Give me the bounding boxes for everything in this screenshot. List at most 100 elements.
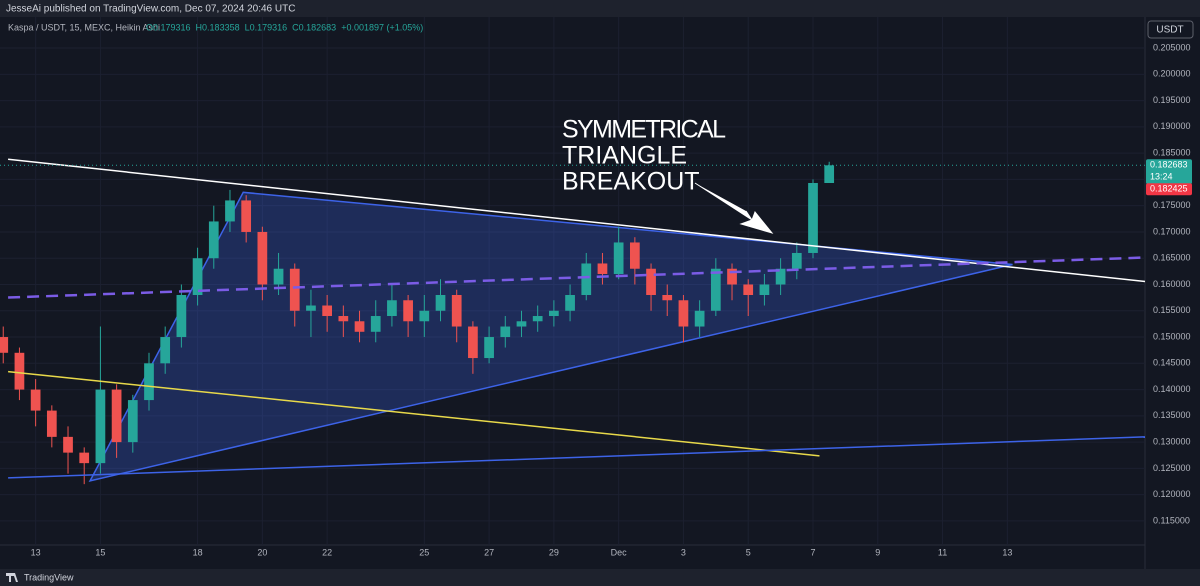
x-tick-label: 25: [419, 547, 429, 557]
y-tick-label: 0.145000: [1153, 358, 1191, 368]
header-ohlc: L0.179316: [245, 22, 288, 32]
y-tick-label: 0.160000: [1153, 279, 1191, 289]
prev-price: 0.182425: [1150, 184, 1188, 194]
candle-body: [30, 389, 41, 411]
candle-body: [370, 316, 381, 332]
y-tick-label: 0.170000: [1153, 226, 1191, 236]
candle-body: [241, 200, 252, 232]
y-tick-label: 0.185000: [1153, 148, 1191, 158]
candle-body: [419, 310, 430, 322]
candle-body: [208, 221, 219, 259]
y-tick-label: 0.135000: [1153, 410, 1191, 420]
header-ohlc: +0.001897 (+1.05%): [341, 22, 423, 32]
candle-body: [662, 295, 673, 301]
candle-body: [273, 268, 284, 285]
candle-body: [46, 410, 57, 437]
symbol: Kaspa / USDT, 15, MEXC, Heikin Ashi: [8, 22, 160, 32]
candle-body: [160, 337, 171, 364]
candle-body: [759, 284, 770, 296]
y-tick-label: 0.190000: [1153, 121, 1191, 131]
y-tick-label: 0.155000: [1153, 305, 1191, 315]
candle-body: [127, 400, 138, 443]
candle-body: [516, 321, 527, 327]
x-tick-label: 5: [746, 547, 751, 557]
y-tick-label: 0.120000: [1153, 489, 1191, 499]
y-tick-label: 0.150000: [1153, 331, 1191, 341]
candle-body: [549, 310, 559, 317]
annotation-arrow: [694, 182, 774, 234]
annotation: SYMMETRICAL: [562, 116, 726, 144]
y-tick-label: 0.175000: [1153, 200, 1191, 210]
bottom-bar: [0, 569, 1200, 586]
trend-line: [8, 436, 1146, 479]
trend-line: [8, 370, 820, 457]
x-tick-label: 18: [193, 547, 203, 557]
price-tag: [1146, 183, 1192, 196]
candle-body: [451, 295, 462, 327]
candle-body: [710, 268, 721, 311]
candle-body: [387, 300, 397, 317]
candle-body: [678, 300, 689, 327]
candle-body: [629, 242, 640, 269]
candle-body: [597, 263, 608, 274]
brand-logo: [6, 573, 18, 582]
candle-body: [532, 316, 543, 322]
trend-line: [8, 158, 1146, 283]
candle-body: [775, 268, 786, 285]
candle-body: [306, 305, 316, 311]
candle-body: [694, 310, 705, 327]
published: JesseAi published on TradingView.com, De…: [6, 4, 295, 15]
candle-body: [225, 200, 235, 222]
y-tick-label: 0.205000: [1153, 42, 1191, 52]
candle-body: [613, 242, 624, 274]
candle-body: [257, 231, 268, 285]
candle-body: [435, 295, 446, 311]
y-tick-label: 0.195000: [1153, 95, 1191, 105]
x-tick-label: 13: [31, 547, 41, 557]
currency-box[interactable]: [1147, 20, 1194, 39]
x-tick-label: 13: [1002, 547, 1012, 557]
x-tick-label: 7: [810, 547, 815, 557]
currency[interactable]: USDT: [1156, 25, 1183, 36]
header-ohlc: O0.179316: [146, 22, 191, 32]
candle-body: [565, 295, 575, 311]
candle-body: [79, 452, 90, 464]
brand: TradingView: [24, 572, 74, 582]
y-tick-label: 0.140000: [1153, 384, 1191, 394]
candle-body: [727, 268, 737, 285]
header-ohlc: H0.183358: [196, 22, 240, 32]
y-tick-label: 0.125000: [1153, 463, 1191, 473]
annotation: BREAKOUT: [562, 168, 700, 196]
y-tick-label: 0.115000: [1153, 515, 1190, 525]
x-tick-label: 29: [549, 547, 559, 557]
candle-body: [646, 268, 656, 296]
candle-body: [468, 326, 478, 359]
candle-body: [338, 316, 349, 322]
candle-body: [176, 295, 187, 338]
candle-body: [484, 337, 494, 359]
candle-body: [824, 165, 835, 184]
candle-body: [63, 436, 73, 453]
candle-body: [791, 252, 802, 269]
candle-body: [144, 363, 154, 401]
x-tick-label: 11: [938, 547, 947, 557]
candle-body: [808, 183, 818, 253]
x-tick-label: 22: [322, 547, 332, 557]
candle-body: [289, 268, 300, 311]
candle-body: [581, 263, 592, 296]
x-tick-label: Dec: [611, 547, 628, 557]
y-tick-label: 0.165000: [1153, 253, 1191, 263]
x-tick-label: 20: [257, 547, 267, 557]
x-tick-label: 27: [484, 547, 494, 557]
y-tick-label: 0.130000: [1153, 436, 1191, 446]
candle-body: [743, 284, 754, 296]
candle-body: [0, 337, 9, 353]
countdown: 13:24: [1150, 172, 1173, 182]
x-tick-label: 9: [875, 547, 880, 557]
top-bar: [0, 0, 1200, 17]
last-price: 0.182683: [1150, 160, 1188, 170]
price-tag: [1146, 159, 1192, 185]
header-ohlc: C0.182683: [292, 22, 336, 32]
candle-body: [192, 258, 203, 296]
